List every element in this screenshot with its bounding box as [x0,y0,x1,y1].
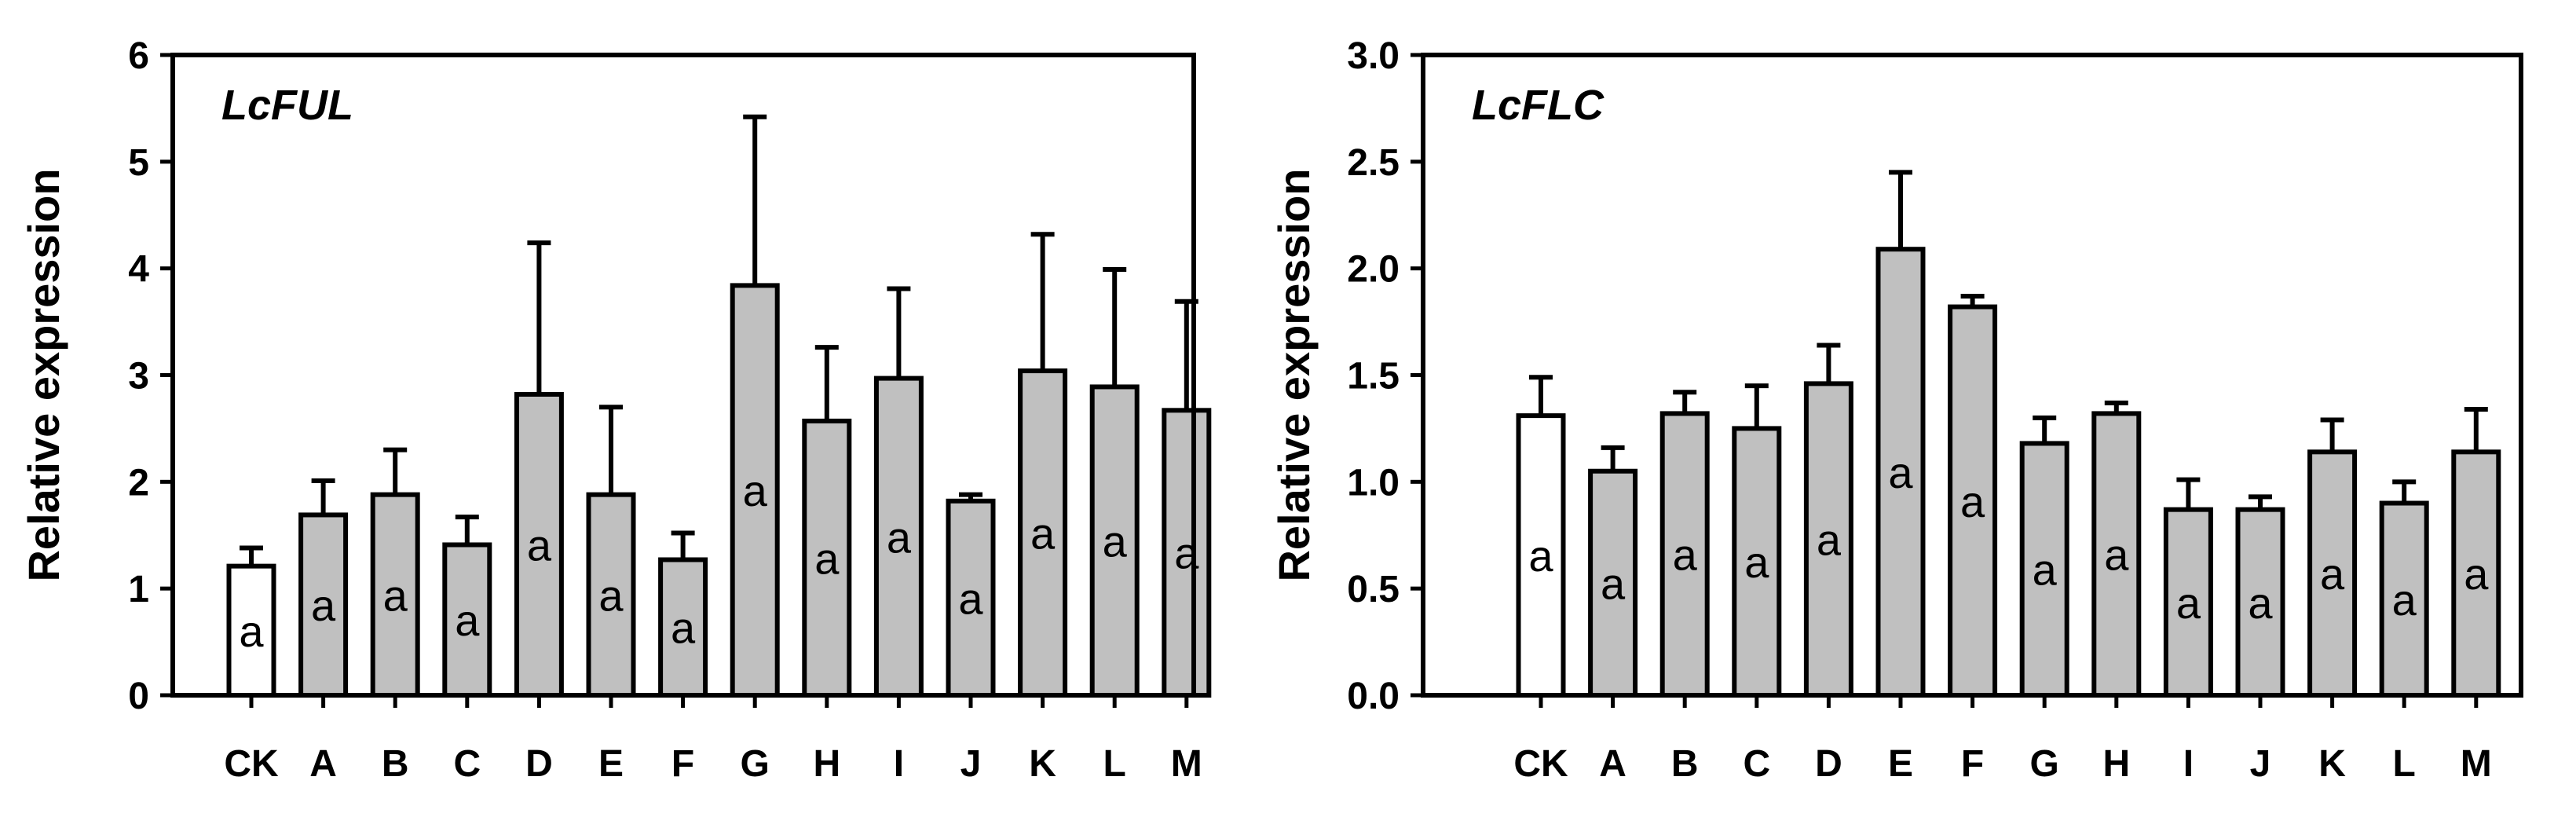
y-axis-title: Relative expression [1269,168,1319,581]
significance-label: a [311,581,336,630]
x-tick-label: I [894,743,904,785]
bar [1089,384,1140,698]
bar [1018,368,1068,698]
significance-label: a [383,570,408,620]
chart-panel-lcful: aCKaAaBaCaDaEaFaGaHaIaJaKaLaM0123456Rela… [19,35,1212,785]
x-tick-label: B [1671,743,1699,785]
bar [1516,413,1566,698]
significance-label: a [2392,575,2417,625]
x-tick-label: G [741,743,770,785]
x-tick-label: G [2030,743,2059,785]
bar [658,557,708,698]
y-tick-label: 0 [128,676,149,717]
x-tick-label: A [1599,743,1626,785]
x-tick-label: C [1743,743,1770,785]
significance-label: a [1103,517,1128,566]
chart-title: LcFUL [221,82,353,129]
bar [1659,411,1710,698]
significance-label: a [958,573,983,623]
y-tick-label: 3 [128,356,149,398]
significance-label: a [1673,530,1698,580]
x-tick-label: J [2250,743,2271,785]
x-tick-label: CK [224,743,279,785]
x-tick-label: H [2102,743,2130,785]
x-tick-label: H [813,743,840,785]
y-tick-label: 1.5 [1347,356,1400,398]
y-tick-label: 1 [128,569,149,610]
y-tick-label: 0.5 [1347,569,1400,610]
y-tick-label: 5 [128,142,149,184]
significance-label: a [1744,537,1769,587]
x-tick-label: L [2393,743,2416,785]
significance-label: a [1960,477,1985,526]
bar [514,391,564,698]
x-tick-label: B [382,743,409,785]
significance-label: a [2464,549,2489,599]
y-tick-label: 2.5 [1347,142,1400,184]
bar [442,542,492,698]
significance-label: a [1528,531,1553,581]
x-tick-label: M [1171,743,1202,785]
significance-label: a [527,520,552,570]
significance-label: a [2104,530,2129,580]
x-tick-label: E [1888,743,1913,785]
significance-label: a [2320,549,2345,599]
x-tick-label: I [2183,743,2194,785]
significance-label: a [2033,545,2058,595]
y-tick-label: 4 [128,249,149,291]
y-tick-label: 2.0 [1347,249,1400,291]
bar [1588,468,1638,698]
significance-label: a [743,466,768,515]
x-tick-label: C [453,743,481,785]
bar [2163,507,2213,698]
y-tick-label: 2 [128,462,149,504]
significance-label: a [1030,509,1056,559]
significance-label: a [671,603,696,653]
x-tick-label: J [961,743,982,785]
y-tick-label: 3.0 [1347,35,1400,77]
significance-label: a [1817,515,1842,565]
x-tick-label: K [1029,743,1056,785]
y-tick-label: 1.0 [1347,462,1400,504]
significance-label: a [1601,559,1626,608]
bar [2019,441,2069,698]
significance-label: a [2176,578,2201,628]
y-axis-title: Relative expression [19,168,68,581]
x-tick-label: M [2461,743,2492,785]
y-tick-label: 6 [128,35,149,77]
bar [2379,500,2429,698]
bar [1948,304,1998,698]
significance-label: a [887,512,912,562]
bar [370,492,420,698]
x-tick-label: L [1103,743,1126,785]
significance-label: a [239,606,264,656]
x-tick-label: D [525,743,553,785]
chart-panel-lcflc: a CK a Aa Ba Ca Da Ea Fa Ga Ha Ia Ja Ka La M 0.0 0.5 1.0 1.… [1269,35,2523,785]
bar [1875,247,1926,698]
bar [2091,411,2142,698]
bar [946,498,996,698]
x-tick-label: F [1961,743,1984,785]
significance-label: a [814,533,840,583]
significance-label: a [1888,448,1913,497]
bar [2235,507,2285,698]
y-tick-label: 0.0 [1347,676,1400,717]
bar [2307,449,2358,698]
x-tick-label: K [2318,743,2346,785]
x-tick-label: D [1815,743,1842,785]
x-tick-label: E [598,743,624,785]
significance-label: a [455,595,480,645]
significance-label: a [2248,578,2273,628]
x-tick-label: CK [1513,743,1568,785]
significance-label: a [598,570,624,620]
chart-title: LcFLC [1472,82,1605,129]
x-tick-label: F [671,743,694,785]
x-tick-label: A [309,743,337,785]
